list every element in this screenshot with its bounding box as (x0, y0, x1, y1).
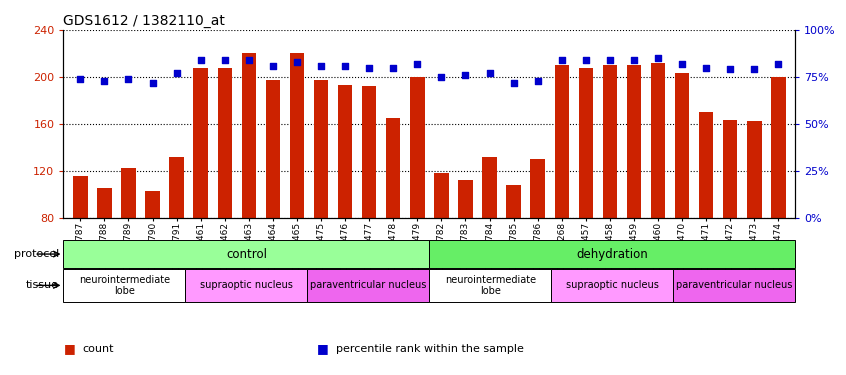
Bar (675, 74, 689, 217)
Bar (362, 86, 376, 218)
Bar (146, 190, 160, 217)
Text: tissue: tissue (26, 280, 59, 290)
Text: supraoptic nucleus: supraoptic nucleus (566, 280, 659, 290)
Bar (602, 65, 617, 218)
Bar (554, 65, 569, 218)
Point (627, 57, 640, 63)
Bar (242, 54, 256, 217)
Point (723, 66, 737, 72)
Point (242, 57, 255, 63)
Bar (338, 85, 352, 218)
Point (97, 78, 111, 84)
Point (603, 57, 617, 63)
Point (170, 70, 184, 76)
Point (507, 80, 520, 86)
Bar (552, 269, 673, 302)
Bar (169, 157, 184, 218)
Text: supraoptic nucleus: supraoptic nucleus (200, 280, 293, 290)
Point (675, 61, 689, 67)
Bar (673, 269, 795, 302)
Bar (185, 269, 307, 302)
Point (338, 63, 352, 69)
Point (387, 64, 400, 70)
Bar (772, 77, 786, 218)
Bar (266, 80, 280, 218)
Point (74, 76, 87, 82)
Text: paraventricular nucleus: paraventricular nucleus (310, 280, 426, 290)
Bar (434, 173, 448, 217)
Point (748, 66, 761, 72)
Bar (429, 269, 552, 302)
Bar (386, 118, 400, 218)
Bar (217, 68, 232, 218)
Text: protocol: protocol (14, 249, 59, 259)
Bar (63, 240, 429, 268)
Bar (410, 77, 425, 218)
Point (772, 61, 785, 67)
Text: ■: ■ (317, 342, 329, 355)
Point (314, 63, 327, 69)
Point (531, 78, 545, 84)
Bar (429, 240, 795, 268)
Bar (307, 269, 429, 302)
Point (410, 61, 424, 67)
Bar (97, 188, 112, 218)
Bar (747, 122, 761, 218)
Point (651, 55, 665, 61)
Point (290, 59, 304, 65)
Text: dehydration: dehydration (576, 248, 648, 261)
Bar (194, 68, 208, 218)
Text: count: count (82, 344, 113, 354)
Text: percentile rank within the sample: percentile rank within the sample (336, 344, 524, 354)
Point (579, 57, 592, 63)
Bar (651, 63, 665, 217)
Text: neurointermediate
lobe: neurointermediate lobe (79, 274, 170, 296)
Point (700, 64, 713, 70)
Bar (530, 159, 545, 218)
Point (459, 72, 472, 78)
Bar (723, 120, 738, 218)
Bar (579, 68, 593, 218)
Bar (459, 180, 473, 218)
Bar (314, 80, 328, 218)
Text: GDS1612 / 1382110_at: GDS1612 / 1382110_at (63, 13, 225, 28)
Point (194, 57, 207, 63)
Bar (482, 157, 497, 218)
Point (362, 64, 376, 70)
Bar (63, 269, 185, 302)
Bar (507, 185, 521, 218)
Text: ■: ■ (63, 342, 75, 355)
Text: neurointermediate
lobe: neurointermediate lobe (445, 274, 536, 296)
Bar (699, 112, 713, 218)
Point (218, 57, 232, 63)
Bar (289, 54, 305, 217)
Point (122, 76, 135, 82)
Point (146, 80, 159, 86)
Point (555, 57, 569, 63)
Bar (627, 65, 641, 218)
Point (435, 74, 448, 80)
Point (483, 70, 497, 76)
Text: control: control (226, 248, 266, 261)
Text: paraventricular nucleus: paraventricular nucleus (676, 280, 793, 290)
Point (266, 63, 280, 69)
Bar (73, 177, 87, 218)
Bar (121, 168, 135, 217)
